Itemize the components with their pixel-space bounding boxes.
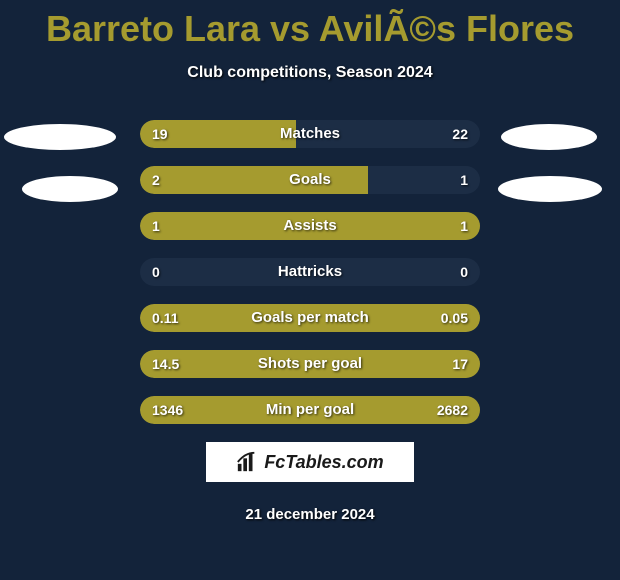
stat-label: Matches (140, 120, 480, 148)
stat-row: 00Hattricks (140, 258, 480, 286)
footer-brand-text: FcTables.com (264, 452, 383, 473)
stat-label: Hattricks (140, 258, 480, 286)
stat-label: Assists (140, 212, 480, 240)
stat-label: Goals (140, 166, 480, 194)
stat-row: 0.110.05Goals per match (140, 304, 480, 332)
stat-row: 11Assists (140, 212, 480, 240)
stat-row: 13462682Min per goal (140, 396, 480, 424)
stat-label: Goals per match (140, 304, 480, 332)
stats-container: 1922Matches 21Goals 11Assists 00Hattricks 0.… (0, 120, 620, 424)
page-title: Barreto Lara vs AvilÃ©s Flores (0, 0, 620, 50)
footer-brand: FcTables.com (206, 442, 414, 482)
stat-row: 21Goals (140, 166, 480, 194)
decorative-ellipse (4, 124, 116, 150)
bar-chart-icon (236, 451, 258, 473)
decorative-ellipse (22, 176, 118, 202)
stat-label: Min per goal (140, 396, 480, 424)
footer-date: 21 december 2024 (0, 506, 620, 523)
decorative-ellipse (501, 124, 597, 150)
decorative-ellipse (498, 176, 602, 202)
stat-row: 14.517Shots per goal (140, 350, 480, 378)
stat-label: Shots per goal (140, 350, 480, 378)
stat-row: 1922Matches (140, 120, 480, 148)
subtitle: Club competitions, Season 2024 (0, 64, 620, 82)
